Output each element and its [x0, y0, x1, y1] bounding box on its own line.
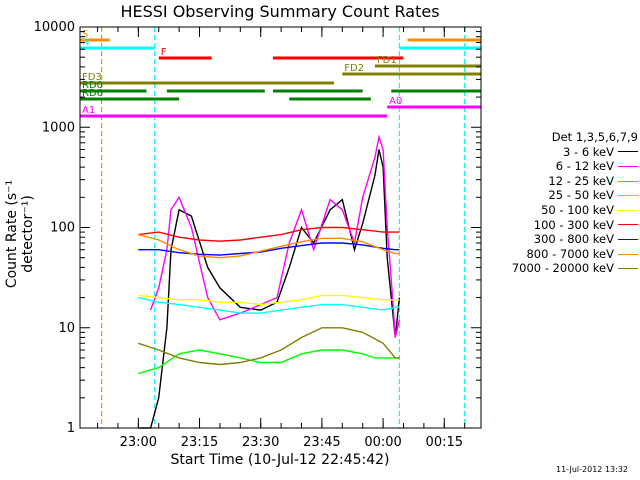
legend-swatch — [618, 180, 638, 182]
legend-item: 3 - 6 keV — [488, 145, 638, 160]
legend-swatch — [618, 238, 638, 240]
flag-rd0-label: RD0 — [82, 80, 103, 91]
legend-swatch — [618, 151, 638, 153]
y-tick-label-4: 10000 — [34, 20, 75, 35]
chart-title: HESSI Observing Summary Count Rates — [120, 2, 440, 21]
legend-swatch — [618, 253, 638, 255]
series-line-3 — [138, 296, 400, 314]
legend-label: 50 - 100 keV — [541, 202, 614, 217]
legend-item: 6 - 12 keV — [488, 159, 638, 174]
flag-fd1-label: FD1 — [377, 55, 397, 66]
flag-fd3-label: FD3 — [82, 72, 102, 83]
y-tick-label-3: 1000 — [42, 120, 75, 135]
series-line-4 — [138, 294, 400, 306]
legend-swatch — [618, 224, 638, 226]
legend-item: 100 - 300 keV — [488, 218, 638, 233]
timestamp: 11-Jul-2012 13:32 — [555, 465, 628, 474]
legend-label: 25 - 50 keV — [548, 188, 614, 203]
x-tick-label-4: 00:00 — [364, 435, 401, 450]
y-tick-label-0: 1 — [67, 421, 75, 436]
flag-a0-label: A0 — [389, 96, 402, 107]
legend-label: 800 - 7000 keV — [526, 246, 614, 261]
legend-swatch — [618, 209, 638, 211]
legend-item: 12 - 25 keV — [488, 174, 638, 189]
x-tick-label-0: 23:00 — [120, 435, 157, 450]
legend-label: 6 - 12 keV — [555, 159, 614, 174]
series-line-7 — [138, 233, 400, 259]
series-line-1 — [149, 134, 401, 338]
flag-n-label: N — [82, 37, 89, 48]
x-tick-label-1: 23:15 — [181, 435, 218, 450]
series-line-8 — [138, 327, 400, 366]
flag-s-label: S — [82, 29, 88, 40]
legend-swatch — [618, 165, 638, 167]
legend-label: 3 - 6 keV — [563, 144, 614, 159]
x-tick-label-5: 00:15 — [426, 435, 463, 450]
legend-label: 300 - 800 keV — [533, 232, 614, 247]
series-line-0 — [138, 149, 401, 429]
flag-fd2-label: FD2 — [344, 63, 364, 74]
legend-swatch — [618, 195, 638, 197]
legend-item: 7000 - 20000 keV — [488, 261, 638, 276]
legend-swatch — [618, 268, 638, 270]
y-tick-label-2: 100 — [50, 221, 75, 236]
flag-rd6-label: RD6 — [82, 88, 103, 99]
series-line-5 — [138, 226, 400, 242]
legend-item: 25 - 50 keV — [488, 188, 638, 203]
x-tick-label-3: 23:45 — [303, 435, 340, 450]
legend-item: 800 - 7000 keV — [488, 247, 638, 262]
legend-label: 7000 - 20000 keV — [511, 261, 614, 276]
flag-f-label: F — [161, 47, 167, 58]
legend-title: Det 1,3,5,6,7,9 — [551, 130, 638, 144]
legend-item: 50 - 100 keV — [488, 203, 638, 218]
y-tick-label-1: 10 — [58, 321, 75, 336]
legend-item: 300 - 800 keV — [488, 232, 638, 247]
y-axis-label: Count Rate (s⁻¹ detector⁻¹) — [4, 179, 36, 289]
x-axis-label: Start Time (10-Jul-12 22:45:42) — [170, 452, 390, 468]
series-line-2 — [138, 349, 400, 375]
legend-label: 12 - 25 keV — [548, 173, 614, 188]
plot-frame — [79, 26, 482, 429]
flag-a1-label: A1 — [82, 105, 95, 116]
x-tick-label-2: 23:30 — [242, 435, 279, 450]
legend: Det 1,3,5,6,7,9 3 - 6 keV 6 - 12 keV 12 - … — [488, 130, 638, 276]
legend-label: 100 - 300 keV — [533, 217, 614, 232]
